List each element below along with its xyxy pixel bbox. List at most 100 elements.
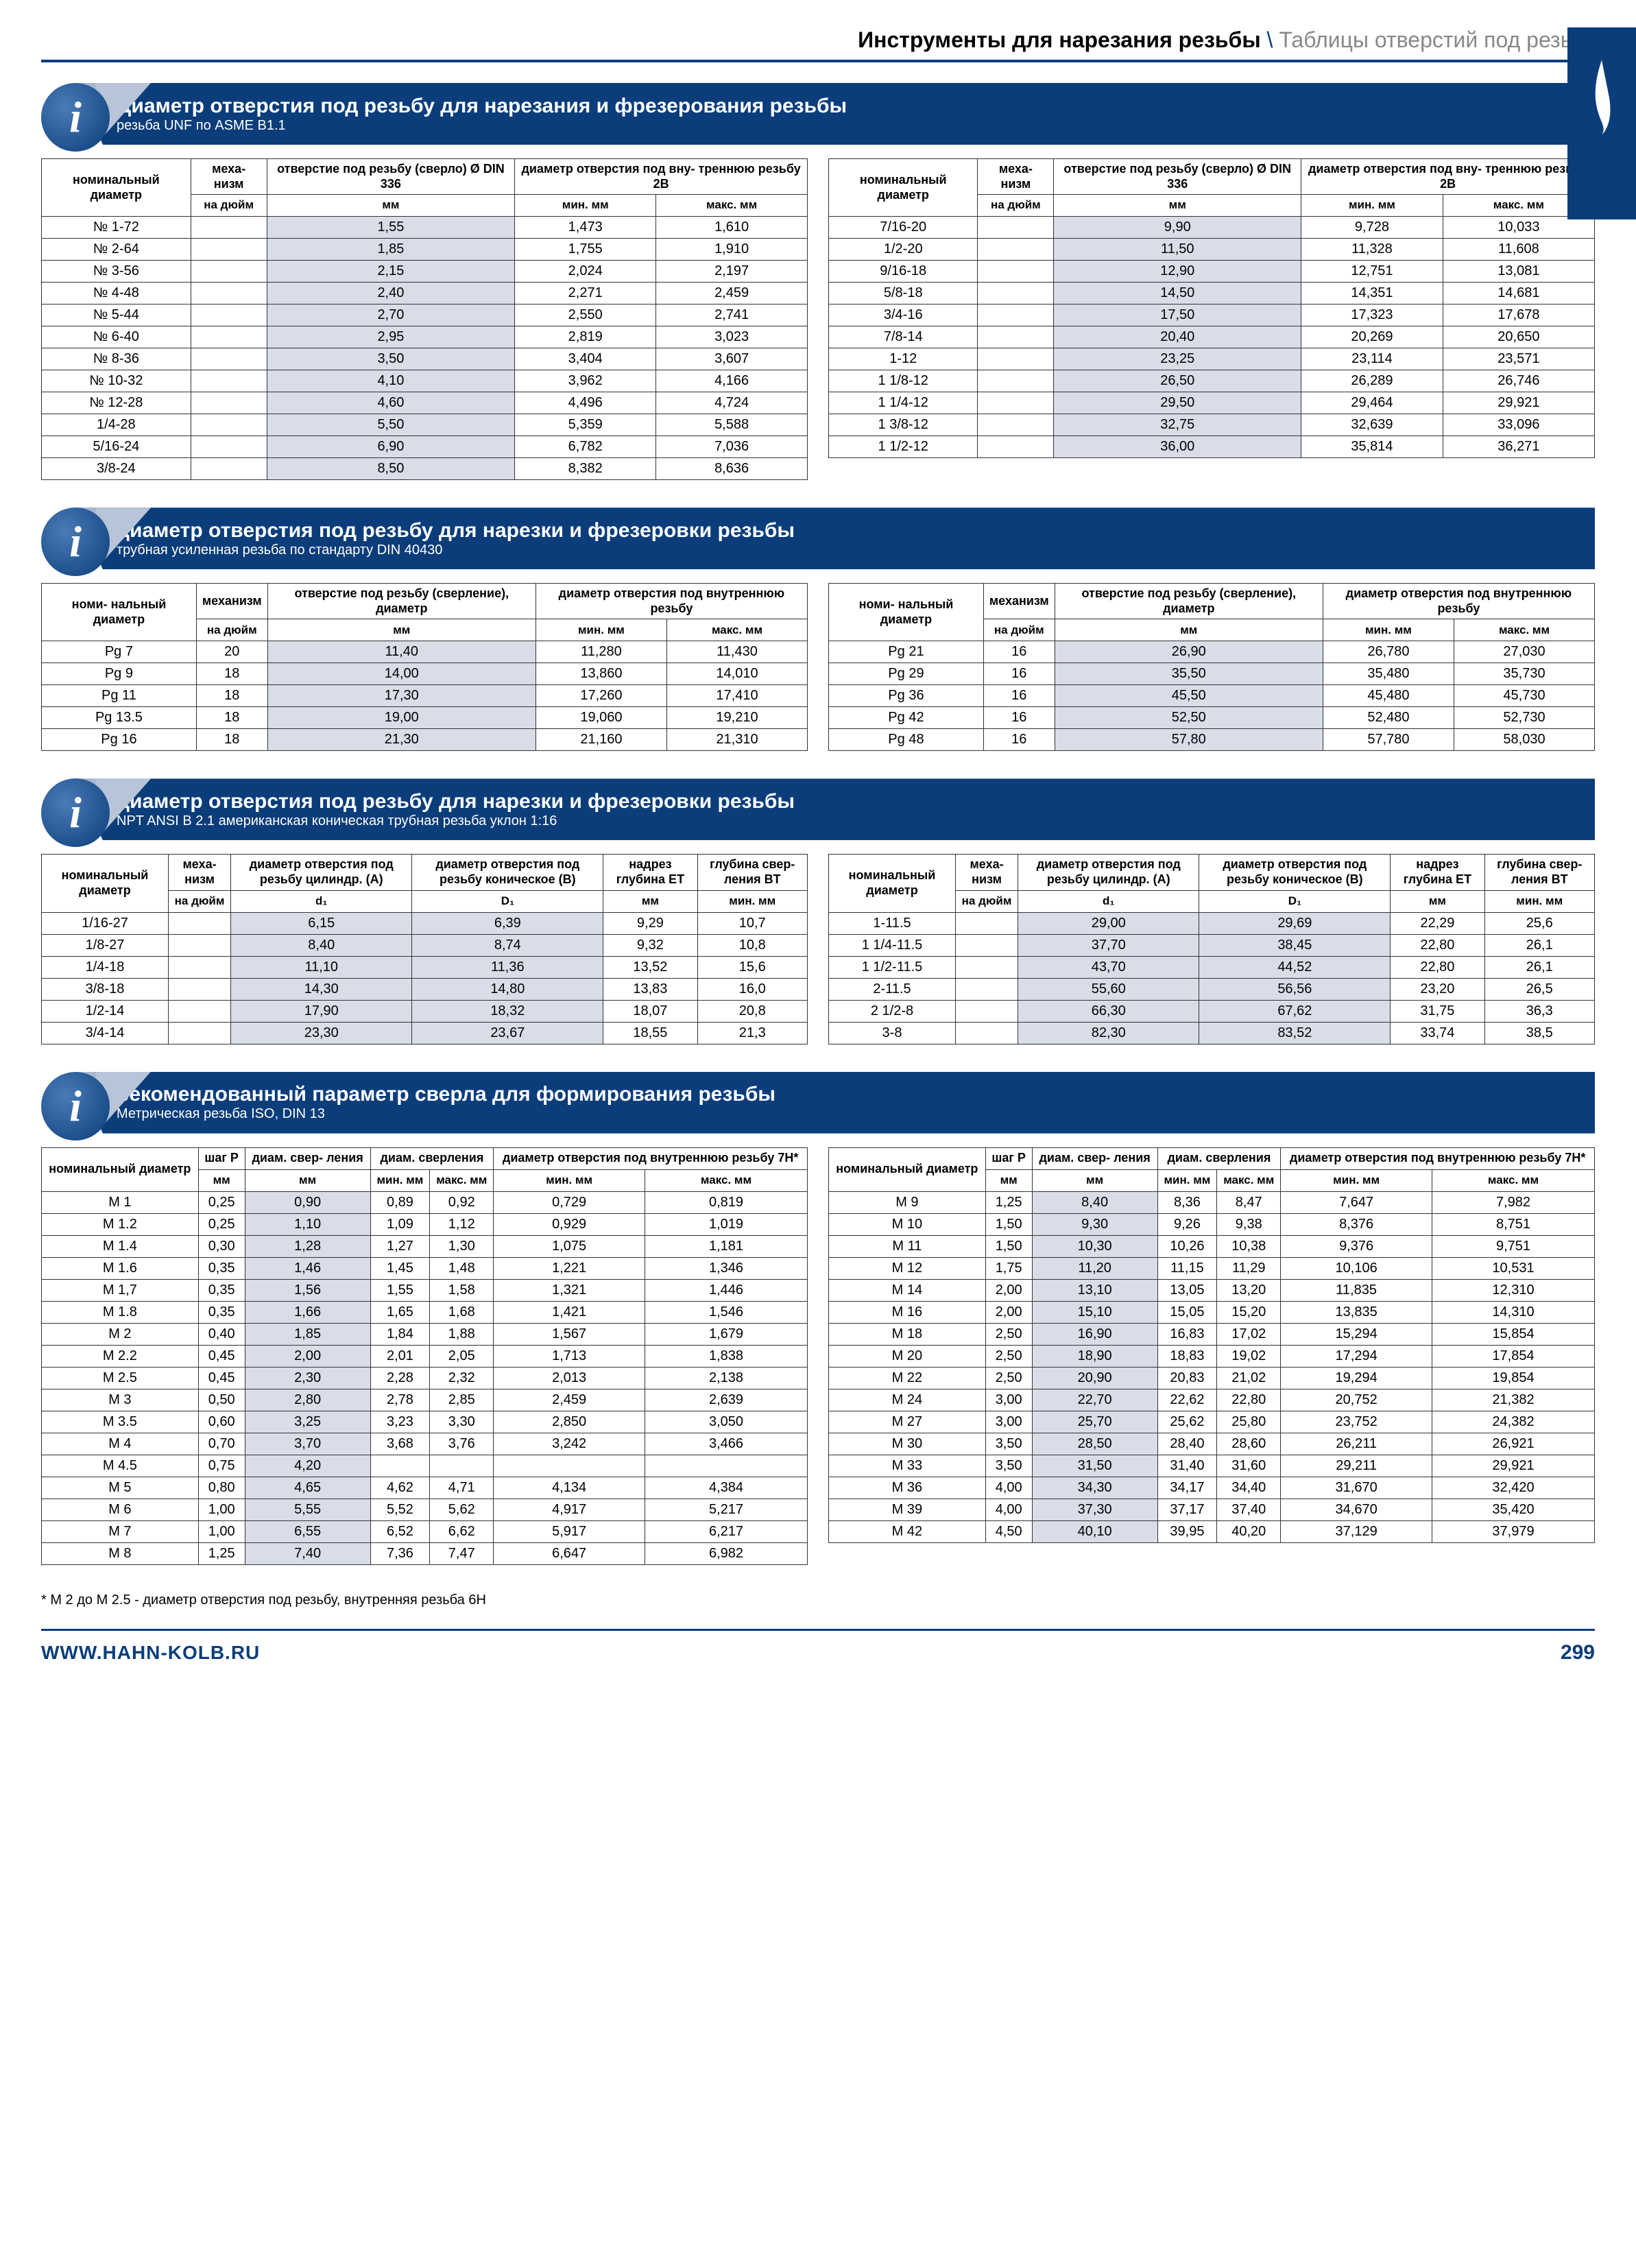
footer-url: WWW.HAHN-KOLB.RU <box>41 1642 260 1664</box>
table-row: Pg 161821,3021,16021,310 <box>42 729 808 751</box>
table-row: № 3-562,152,0242,197 <box>42 261 808 283</box>
table-row: 3/8-248,508,3828,636 <box>42 458 808 480</box>
section-subtitle: резьба UNF по ASME B1.1 <box>117 118 1595 134</box>
section-subtitle: Метрическая резьба ISO, DIN 13 <box>117 1106 1595 1122</box>
table-row: M 333,5031,5031,4031,6029,21129,921 <box>829 1455 1595 1477</box>
page-header: Инструменты для нарезания резьбы \ Табли… <box>41 27 1595 62</box>
info-icon: i <box>41 83 110 152</box>
table-row: M 20,401,851,841,881,5671,679 <box>42 1323 808 1345</box>
table-row: 1 1/4-1229,5029,46429,921 <box>829 392 1595 414</box>
table-row: M 1.60,351,461,451,481,2211,346 <box>42 1257 808 1279</box>
table-row: 1 1/2-11.543,7044,5222,8026,1 <box>829 956 1595 978</box>
table-row: 7/16-209,909,72810,033 <box>829 217 1595 239</box>
section-header: i диаметр отверстия под резьбу для нарез… <box>41 778 1595 840</box>
table-row: 1/16-276,156,399,2910,7 <box>42 912 808 934</box>
table-row: M 1.80,351,661,651,681,4211,546 <box>42 1301 808 1323</box>
section-title: рекомендованный параметр сверла для форм… <box>117 1083 1595 1106</box>
table-row: № 5-442,702,5502,741 <box>42 305 808 326</box>
table-row: M 2.20,452,002,012,051,7131,838 <box>42 1345 808 1367</box>
table-row: 5/8-1814,5014,35114,681 <box>829 283 1595 305</box>
table-row: 2 1/2-866,3067,6231,7536,3 <box>829 1000 1595 1022</box>
table-row: 1/4-285,505,3595,588 <box>42 414 808 436</box>
data-table: номинальный диаметр шаг P диам. свер- ле… <box>41 1147 808 1565</box>
table-row: M 1,70,351,561,551,581,3211,446 <box>42 1279 808 1301</box>
table-row: M 364,0034,3034,1734,4031,67032,420 <box>829 1477 1595 1499</box>
table-row: 3/4-1617,5017,32317,678 <box>829 305 1595 326</box>
section-title: диаметр отверстия под резьбу для нарезки… <box>117 519 1595 542</box>
section-subtitle: трубная усиленная резьба по стандарту DI… <box>117 542 1595 558</box>
table-row: 1/4-1811,1011,3613,5215,6 <box>42 956 808 978</box>
table-row: Pg 291635,5035,48035,730 <box>829 663 1595 685</box>
table-row: № 6-402,952,8193,023 <box>42 326 808 348</box>
table-row: M 142,0013,1013,0513,2011,83512,310 <box>829 1279 1595 1301</box>
table-row: M 394,0037,3037,1737,4034,67035,420 <box>829 1499 1595 1520</box>
table-row: № 12-284,604,4964,724 <box>42 392 808 414</box>
table-row: Pg 91814,0013,86014,010 <box>42 663 808 685</box>
table-row: 3/8-1814,3014,8013,8316,0 <box>42 978 808 1000</box>
header-left: Инструменты для нарезания резьбы <box>858 27 1261 52</box>
table-row: № 8-363,503,4043,607 <box>42 348 808 370</box>
table-row: 3/4-1423,3023,6718,5521,3 <box>42 1022 808 1044</box>
table-row: Pg 361645,5045,48045,730 <box>829 685 1595 707</box>
table-row: M 202,5018,9018,8319,0217,29417,854 <box>829 1345 1595 1367</box>
table-row: M 222,5020,9020,8321,0219,29419,854 <box>829 1367 1595 1389</box>
table-row: Pg 481657,8057,78058,030 <box>829 729 1595 751</box>
table-row: 1 1/4-11.537,7038,4522,8026,1 <box>829 934 1595 956</box>
table-row: M 81,257,407,367,476,6476,982 <box>42 1542 808 1564</box>
data-table: номинальный диаметр меха- низм отверстие… <box>41 158 808 480</box>
table-row: M 303,5028,5028,4028,6026,21126,921 <box>829 1433 1595 1455</box>
section-subtitle: NPT ANSI B 2.1 американская коническая т… <box>117 813 1595 829</box>
table-row: M 3.50,603,253,233,302,8503,050 <box>42 1411 808 1433</box>
table-row: 1 3/8-1232,7532,63933,096 <box>829 414 1595 436</box>
table-row: M 71,006,556,526,625,9176,217 <box>42 1520 808 1542</box>
table-row: № 2-641,851,7551,910 <box>42 239 808 261</box>
table-row: M 2.50,452,302,282,322,0132,138 <box>42 1367 808 1389</box>
table-row: 9/16-1812,9012,75113,081 <box>829 261 1595 283</box>
table-row: M 1.40,301,281,271,301,0751,181 <box>42 1235 808 1257</box>
table-row: Pg 13.51819,0019,06019,210 <box>42 707 808 729</box>
table-row: Pg 211626,9026,78027,030 <box>829 641 1595 663</box>
table-row: M 424,5040,1039,9540,2037,12937,979 <box>829 1520 1595 1542</box>
data-table: номи- нальный диаметр механизм отверстие… <box>828 583 1595 751</box>
table-row: 3-882,3083,5233,7438,5 <box>829 1022 1595 1044</box>
section-title: диаметр отверстия под резьбу для нарезки… <box>117 790 1595 813</box>
data-table: номинальный диаметр меха- низм диаметр о… <box>41 854 808 1044</box>
table-row: M 162,0015,1015,0515,2013,83514,310 <box>829 1301 1595 1323</box>
table-row: M 30,502,802,782,852,4592,639 <box>42 1389 808 1411</box>
table-row: M 50,804,654,624,714,1344,384 <box>42 1477 808 1499</box>
table-row: № 10-324,103,9624,166 <box>42 370 808 392</box>
table-row: M 40,703,703,683,763,2423,466 <box>42 1433 808 1455</box>
table-row: M 1.20,251,101,091,120,9291,019 <box>42 1213 808 1235</box>
table-row: M 4.50,754,20 <box>42 1455 808 1477</box>
table-row: M 10,250,900,890,920,7290,819 <box>42 1191 808 1213</box>
tables-row: номи- нальный диаметр механизм отверстие… <box>41 583 1595 751</box>
info-icon: i <box>41 1072 110 1141</box>
data-table: номинальный диаметр меха- низм отверстие… <box>828 158 1595 458</box>
table-row: 1-11.529,0029,6922,2925,6 <box>829 912 1595 934</box>
table-row: Pg 111817,3017,26017,410 <box>42 685 808 707</box>
header-right: Таблицы отверстий под резьбу <box>1279 27 1595 52</box>
table-row: № 4-482,402,2712,459 <box>42 283 808 305</box>
table-row: 1/8-278,408,749,3210,8 <box>42 934 808 956</box>
table-row: Pg 72011,4011,28011,430 <box>42 641 808 663</box>
table-row: 1/2-2011,5011,32811,608 <box>829 239 1595 261</box>
table-row: M 61,005,555,525,624,9175,217 <box>42 1499 808 1520</box>
tables-row: номинальный диаметр меха- низм отверстие… <box>41 158 1595 480</box>
table-row: 2-11.555,6056,5623,2026,5 <box>829 978 1595 1000</box>
tables-row: номинальный диаметр шаг P диам. свер- ле… <box>41 1147 1595 1565</box>
page-footer: WWW.HAHN-KOLB.RU 299 <box>41 1629 1595 1664</box>
table-row: 1/2-1417,9018,3218,0720,8 <box>42 1000 808 1022</box>
table-row: M 182,5016,9016,8317,0215,29415,854 <box>829 1323 1595 1345</box>
data-table: номи- нальный диаметр механизм отверстие… <box>41 583 808 751</box>
table-row: 1 1/2-1236,0035,81436,271 <box>829 436 1595 458</box>
data-table: номинальный диаметр шаг P диам. свер- ле… <box>828 1147 1595 1543</box>
page-number: 299 <box>1561 1641 1595 1664</box>
table-row: 1-1223,2523,11423,571 <box>829 348 1595 370</box>
section-header: i Диаметр отверстия под резьбу для нарез… <box>41 83 1595 145</box>
section-header: i рекомендованный параметр сверла для фо… <box>41 1072 1595 1134</box>
table-row: Pg 421652,5052,48052,730 <box>829 707 1595 729</box>
table-row: M 243,0022,7022,6222,8020,75221,382 <box>829 1389 1595 1411</box>
tables-row: номинальный диаметр меха- низм диаметр о… <box>41 854 1595 1044</box>
data-table: номинальный диаметр меха- низм диаметр о… <box>828 854 1595 1044</box>
section-title: Диаметр отверстия под резьбу для нарезан… <box>117 95 1595 118</box>
